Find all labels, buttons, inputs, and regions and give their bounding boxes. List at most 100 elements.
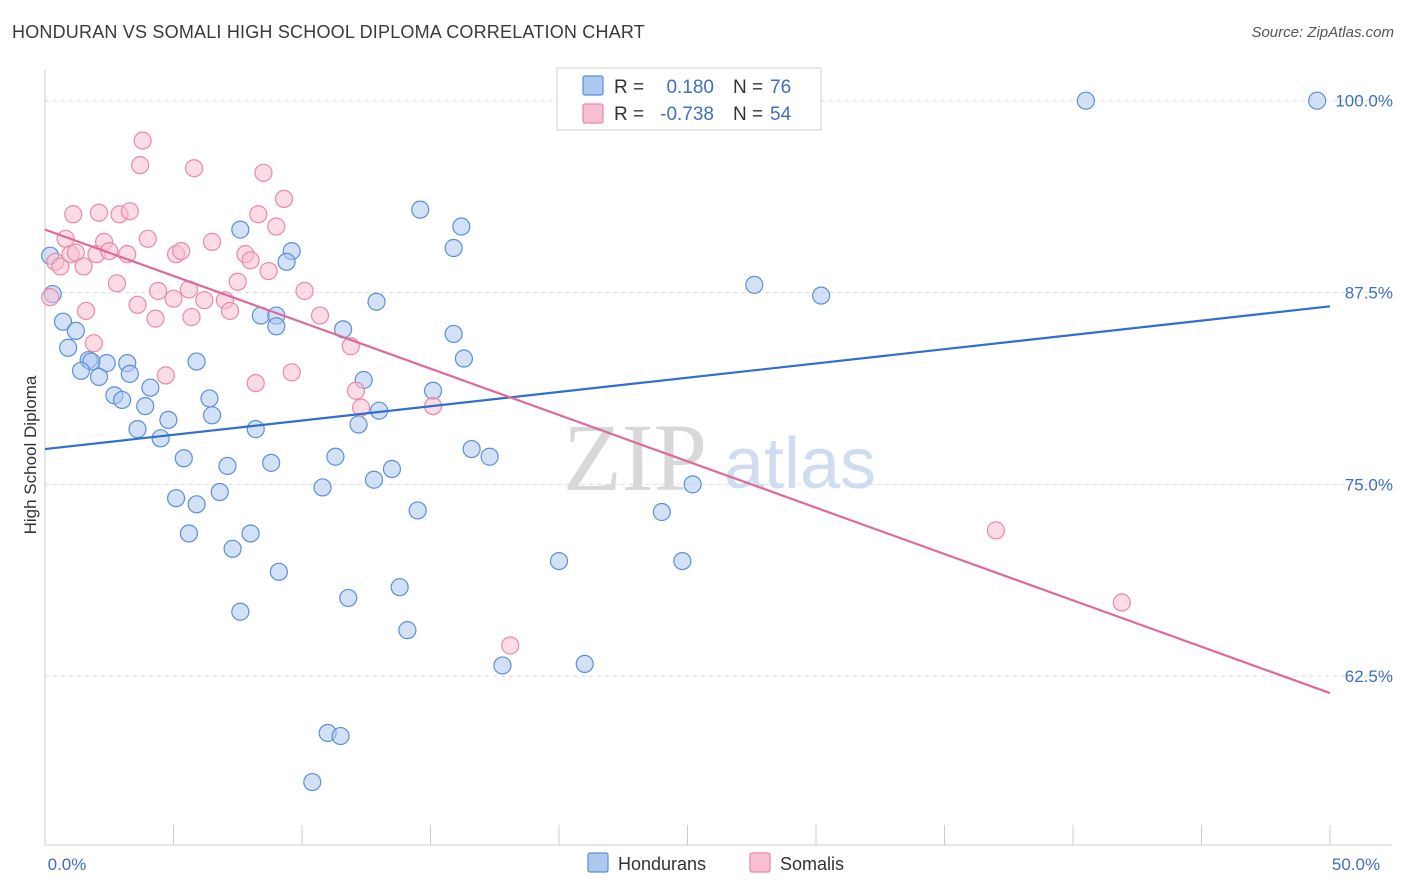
- bottom-legend-swatch-somalis: [749, 852, 771, 873]
- x-tick-label-max: 50.0%: [1332, 855, 1380, 874]
- bottom-legend-label-somalis: Somalis: [780, 854, 844, 874]
- y-tick-label-2: 87.5%: [1345, 284, 1393, 303]
- bottom-legend-swatch-hondurans: [587, 852, 609, 873]
- x-tick-label-min: 0.0%: [48, 855, 87, 874]
- hondurans-point-35: [246, 420, 265, 439]
- legend-n-value-hondurans: 76: [770, 77, 791, 98]
- somalis-point-49: [352, 398, 371, 417]
- somalis-point-38: [246, 373, 265, 393]
- somalis-point-25: [164, 289, 183, 308]
- somalis-point-48: [346, 381, 366, 400]
- somalis-trend-line: [44, 228, 1331, 695]
- y-tick-labels: 62.5% 75.0% 87.5% 100.0%: [1335, 92, 1393, 686]
- hondurans-point-59: [231, 602, 250, 621]
- hondurans-point-45: [444, 324, 463, 344]
- hondurans-point-43: [452, 217, 471, 236]
- somalis-point-21: [138, 229, 157, 248]
- trend-lines: [44, 228, 1331, 695]
- somalis-points: [41, 131, 1131, 655]
- hondurans-point-36: [262, 453, 281, 472]
- hondurans-point-42: [411, 200, 430, 219]
- y-tick-label-0: 62.5%: [1345, 667, 1393, 686]
- hondurans-point-39: [349, 415, 368, 434]
- somalis-point-17: [120, 202, 139, 221]
- hondurans-trend-line: [44, 305, 1331, 451]
- hondurans-point-47: [382, 459, 402, 479]
- watermark-zip: ZIP: [563, 404, 707, 511]
- hondurans-point-63: [575, 654, 594, 674]
- somalis-point-30: [184, 159, 204, 178]
- hondurans-point-23: [218, 456, 237, 476]
- hondurans-point-32: [267, 317, 286, 336]
- hondurans-point-27: [231, 220, 250, 239]
- legend-n-value-somalis: 54: [770, 104, 792, 125]
- somalis-point-44: [282, 363, 301, 382]
- legend-r-label-hondurans: R =: [614, 77, 644, 98]
- hondurans-point-52: [313, 478, 332, 497]
- somalis-point-43: [274, 189, 294, 209]
- hondurans-point-34: [367, 292, 386, 311]
- hondurans-point-71: [303, 772, 322, 792]
- somalis-point-2: [51, 257, 70, 276]
- somalis-point-27: [172, 241, 191, 261]
- somalis-point-40: [254, 163, 273, 182]
- hondurans-point-29: [277, 252, 296, 271]
- hondurans-point-67: [745, 275, 764, 294]
- hondurans-point-50: [462, 439, 481, 459]
- somalis-point-20: [133, 131, 152, 150]
- hondurans-point-17: [200, 389, 219, 408]
- legend-r-label-somalis: R =: [614, 104, 644, 125]
- hondurans-point-11: [89, 367, 109, 387]
- hondurans-point-21: [202, 406, 222, 425]
- hondurans-point-72: [1076, 91, 1095, 110]
- somalis-point-37: [241, 251, 260, 270]
- hondurans-point-58: [390, 578, 409, 597]
- somalis-point-11: [89, 203, 109, 222]
- x-tick-labels: 0.0% 50.0%: [48, 855, 1380, 874]
- bottom-legend-label-hondurans: Hondurans: [618, 854, 706, 874]
- hondurans-point-66: [683, 475, 702, 494]
- somalis-point-31: [195, 291, 214, 310]
- somalis-point-34: [220, 301, 240, 321]
- hondurans-point-25: [166, 489, 186, 508]
- hondurans-point-60: [398, 621, 417, 640]
- legend-n-label-somalis: N =: [733, 104, 763, 125]
- hondurans-point-41: [423, 381, 443, 400]
- somalis-point-42: [267, 217, 286, 236]
- somalis-point-23: [148, 281, 168, 301]
- chart-title: HONDURAN VS SOMALI HIGH SCHOOL DIPLOMA C…: [12, 22, 645, 42]
- hondurans-point-64: [652, 502, 671, 522]
- somalis-point-45: [295, 281, 314, 301]
- hondurans-point-15: [136, 396, 155, 416]
- hondurans-point-65: [673, 551, 692, 571]
- hondurans-point-57: [339, 588, 358, 608]
- hondurans-point-44: [444, 238, 463, 258]
- somalis-point-8: [77, 301, 96, 321]
- somalis-point-29: [182, 307, 201, 327]
- hondurans-point-37: [326, 447, 345, 466]
- hondurans-point-53: [179, 524, 199, 543]
- somalis-point-5: [64, 205, 83, 224]
- hondurans-point-70: [331, 726, 350, 746]
- grid-lines: [45, 100, 1392, 677]
- hondurans-point-56: [269, 562, 288, 581]
- somalis-point-32: [202, 232, 222, 251]
- somalis-point-52: [986, 521, 1006, 540]
- legend-n-label-hondurans: N =: [733, 77, 763, 98]
- source-label: Source: ZipAtlas.com: [1251, 24, 1394, 41]
- somalis-point-22: [146, 309, 165, 328]
- somalis-point-6: [66, 243, 85, 262]
- legend-swatch-hondurans: [582, 75, 604, 96]
- hondurans-point-14: [112, 390, 132, 410]
- hondurans-point-19: [128, 420, 147, 439]
- somalis-point-0: [41, 288, 60, 307]
- somalis-point-18: [128, 295, 147, 314]
- legend-r-value-somalis: -0.738: [660, 104, 714, 125]
- y-axis-title: High School Diploma: [21, 375, 40, 534]
- somalis-point-46: [310, 306, 330, 325]
- hondurans-point-18: [159, 410, 178, 430]
- somalis-point-9: [84, 334, 103, 353]
- somalis-point-7: [74, 257, 93, 276]
- somalis-point-19: [130, 156, 150, 175]
- somalis-point-39: [249, 205, 268, 224]
